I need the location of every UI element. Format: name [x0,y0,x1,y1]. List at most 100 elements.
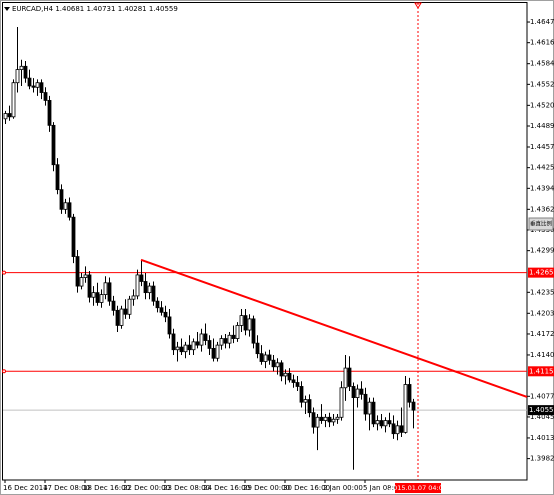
candle-body [83,274,88,278]
candle-body [311,412,316,428]
y-tick-label: 1.43940 [530,184,554,192]
candle-body [395,425,400,435]
candle-body [223,338,228,344]
y-tick-label: 1.41400 [530,351,554,359]
candle-body [95,292,100,303]
y-tick-label: 1.45205 [530,101,554,109]
candle-body [35,82,40,88]
plot-frame [2,2,528,481]
level-label: 1.42655 [529,269,554,277]
low: 1.40281 [118,5,147,13]
y-tick-label: 1.44255 [530,164,554,172]
y-tick-label: 1.42355 [530,288,554,296]
candle-body [207,340,212,349]
candle-body [75,256,80,287]
candle-body [215,344,220,359]
y-tick-label: 1.40455 [530,413,554,421]
x-tick-label: 30 Dec 16:00 [283,484,330,492]
candle-body [399,425,404,433]
candle-body [347,367,352,387]
y-tick-label: 1.41720 [530,330,554,338]
candle-body [299,386,304,403]
candle-body [51,124,56,166]
candle-body [411,401,416,411]
candle-body [211,348,216,359]
candle-body [203,333,208,341]
cursor-marker [414,2,422,9]
candle-body [259,353,264,362]
candle-body [339,387,344,418]
candle-body [375,420,380,425]
high: 1.40731 [87,5,116,13]
level-anchor [2,270,6,275]
candle-body [67,202,72,218]
candle-body [167,316,172,335]
candle-body [99,294,104,303]
candle-body [143,281,148,294]
x-tick-label: 17 Dec 08:00 [43,484,90,492]
candle-body [23,65,28,79]
candle-body [19,65,24,70]
x-tick-label: 29 Dec 00:00 [243,484,290,492]
candle-body [87,274,92,298]
candle-body [91,292,96,298]
candle-body [159,307,164,313]
y-tick-label: 1.40770 [530,392,554,400]
candle-body [275,362,280,368]
candle-body [155,300,160,309]
candle-body [187,344,192,351]
candle-body [107,282,112,302]
candle-body [31,85,36,88]
candle-body [163,311,168,318]
candle-body [147,285,152,294]
scale-button[interactable] [528,217,554,231]
candle-body [267,354,272,361]
candle-body [303,399,308,403]
candle-body [175,346,180,351]
candle-body [359,388,364,395]
menu-arrow[interactable] [4,7,10,11]
candle-body [327,416,332,423]
level-box [528,267,554,278]
candle-body [115,309,120,326]
candle-body [103,282,108,296]
candle-body [247,318,252,331]
candle-body [135,274,140,297]
candle-body [195,341,200,346]
candle-body [279,362,284,377]
candle-body [251,318,256,344]
candle-body [191,341,196,351]
candle-body [323,416,328,421]
candle-body [363,393,368,415]
candle-body [27,77,32,87]
candle-body [111,300,116,311]
candle-body [295,382,300,387]
symbol: EURCAD,H4 [12,5,54,13]
candle-body [79,277,84,287]
candle-body [391,423,396,435]
x-tick-label: 5 Jan 08:00 [363,484,403,492]
y-tick-label: 1.40135 [530,434,554,442]
candle-body [255,342,260,355]
candle-body [355,388,360,399]
x-tick-label: 18 Dec 16:00 [83,484,130,492]
x-tick-label: 23 Dec 08:00 [163,484,210,492]
candle-body [331,418,336,423]
candle-body [231,334,236,339]
y-tick-label: 1.46160 [530,39,554,47]
candle-body [291,379,296,383]
candle-body [335,416,340,420]
candle-body [287,372,292,381]
candle-body [239,315,244,326]
chart-header: EURCAD,H4 1.40681 1.40731 1.40281 1.4055… [12,5,178,13]
candle-body [227,334,232,344]
y-tick-label: 1.39820 [530,455,554,463]
trendline [140,258,528,398]
candle-body [15,69,20,84]
x-tick-label: 22 Dec 00:00 [123,484,170,492]
level-anchor [2,369,6,374]
bid-label: 1.40559 [529,406,554,414]
